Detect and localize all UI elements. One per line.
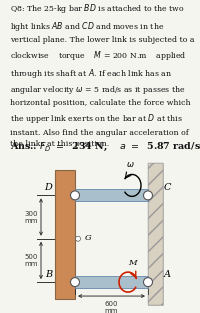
Bar (148, 163, 163, 305)
Text: 300
mm: 300 mm (24, 211, 38, 223)
Text: 500
mm: 500 mm (24, 254, 38, 267)
Text: 600
mm: 600 mm (105, 301, 118, 313)
Text: Q8: The 25-kg bar $BD$ is attached to the two
light links $AB$ and $CD$ and move: Q8: The 25-kg bar $BD$ is attached to th… (10, 2, 194, 148)
Circle shape (70, 278, 80, 287)
Circle shape (76, 236, 80, 241)
Bar (75, 276, 148, 288)
Circle shape (144, 278, 153, 287)
Circle shape (70, 191, 80, 200)
Text: Ans.: $F_D\ =\ $ 234 N,    $a\ =\ $ 5.87 rad/s$^2$ CW: Ans.: $F_D\ =\ $ 234 N, $a\ =\ $ 5.87 ra… (10, 139, 200, 153)
Text: C: C (164, 183, 172, 192)
Bar (75, 189, 148, 201)
Bar (148, 163, 163, 305)
Circle shape (144, 191, 153, 200)
Bar (55, 171, 75, 299)
Text: M: M (128, 259, 136, 267)
Text: G: G (85, 234, 92, 242)
Text: B: B (45, 270, 52, 279)
Text: $\omega$: $\omega$ (126, 161, 134, 169)
Text: D: D (44, 183, 52, 192)
Text: A: A (164, 270, 171, 279)
